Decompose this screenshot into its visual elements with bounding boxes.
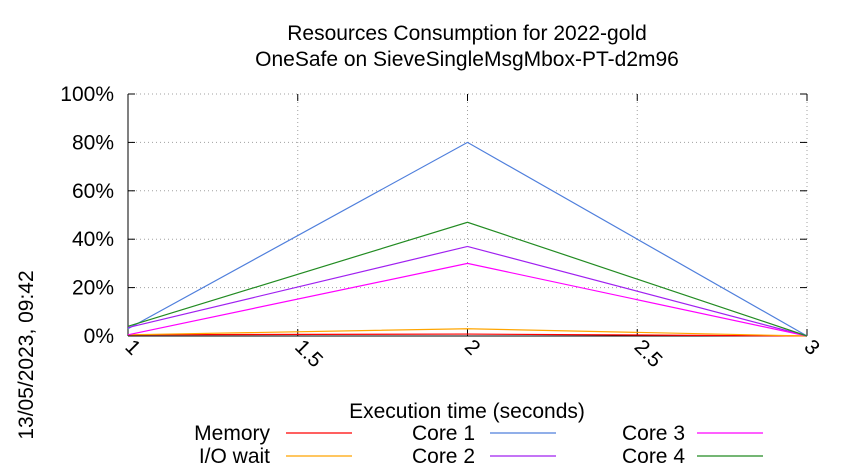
series-line-i-o-wait bbox=[127, 328, 808, 337]
x-tick-label: 2.5 bbox=[630, 335, 667, 372]
chart-subtitle: OneSafe on SieveSingleMsgMbox-PT-d2m96 bbox=[255, 48, 679, 71]
chart-title: Resources Consumption for 2022-gold bbox=[287, 22, 647, 45]
x-tick-label: 1 bbox=[120, 335, 145, 360]
series-line-memory bbox=[127, 333, 808, 337]
series-line-core-2 bbox=[127, 245, 808, 337]
legend-label-memory: Memory bbox=[194, 422, 270, 445]
x-tick-label: 3 bbox=[799, 335, 824, 360]
series-line-core-4 bbox=[127, 221, 808, 337]
y-tick-label: 80% bbox=[72, 131, 114, 154]
plot-area: 0% 20% 40% 60% 80% 100% 1 1.5 2 2.5 3 bbox=[60, 83, 824, 372]
x-tick-label: 1.5 bbox=[290, 335, 327, 372]
legend-label-core-1: Core 1 bbox=[412, 422, 475, 445]
legend-label-core-3: Core 3 bbox=[622, 422, 685, 445]
y-tick-label: 60% bbox=[72, 180, 114, 203]
x-tick-label: 2 bbox=[460, 335, 485, 360]
timestamp-label: 13/05/2023, 09:42 bbox=[15, 270, 38, 439]
legend-label-i-o-wait: I/O wait bbox=[199, 445, 270, 468]
y-tick-label: 0% bbox=[84, 325, 114, 348]
x-axis-label: Execution time (seconds) bbox=[349, 400, 585, 423]
legend-label-core-2: Core 2 bbox=[412, 445, 475, 468]
series-line-core-1 bbox=[127, 141, 808, 337]
series-line-core-3 bbox=[127, 262, 808, 337]
legend-label-core-4: Core 4 bbox=[622, 445, 685, 468]
y-tick-label: 40% bbox=[72, 228, 114, 251]
y-tick-label: 20% bbox=[72, 277, 114, 300]
y-tick-label: 100% bbox=[60, 83, 114, 106]
